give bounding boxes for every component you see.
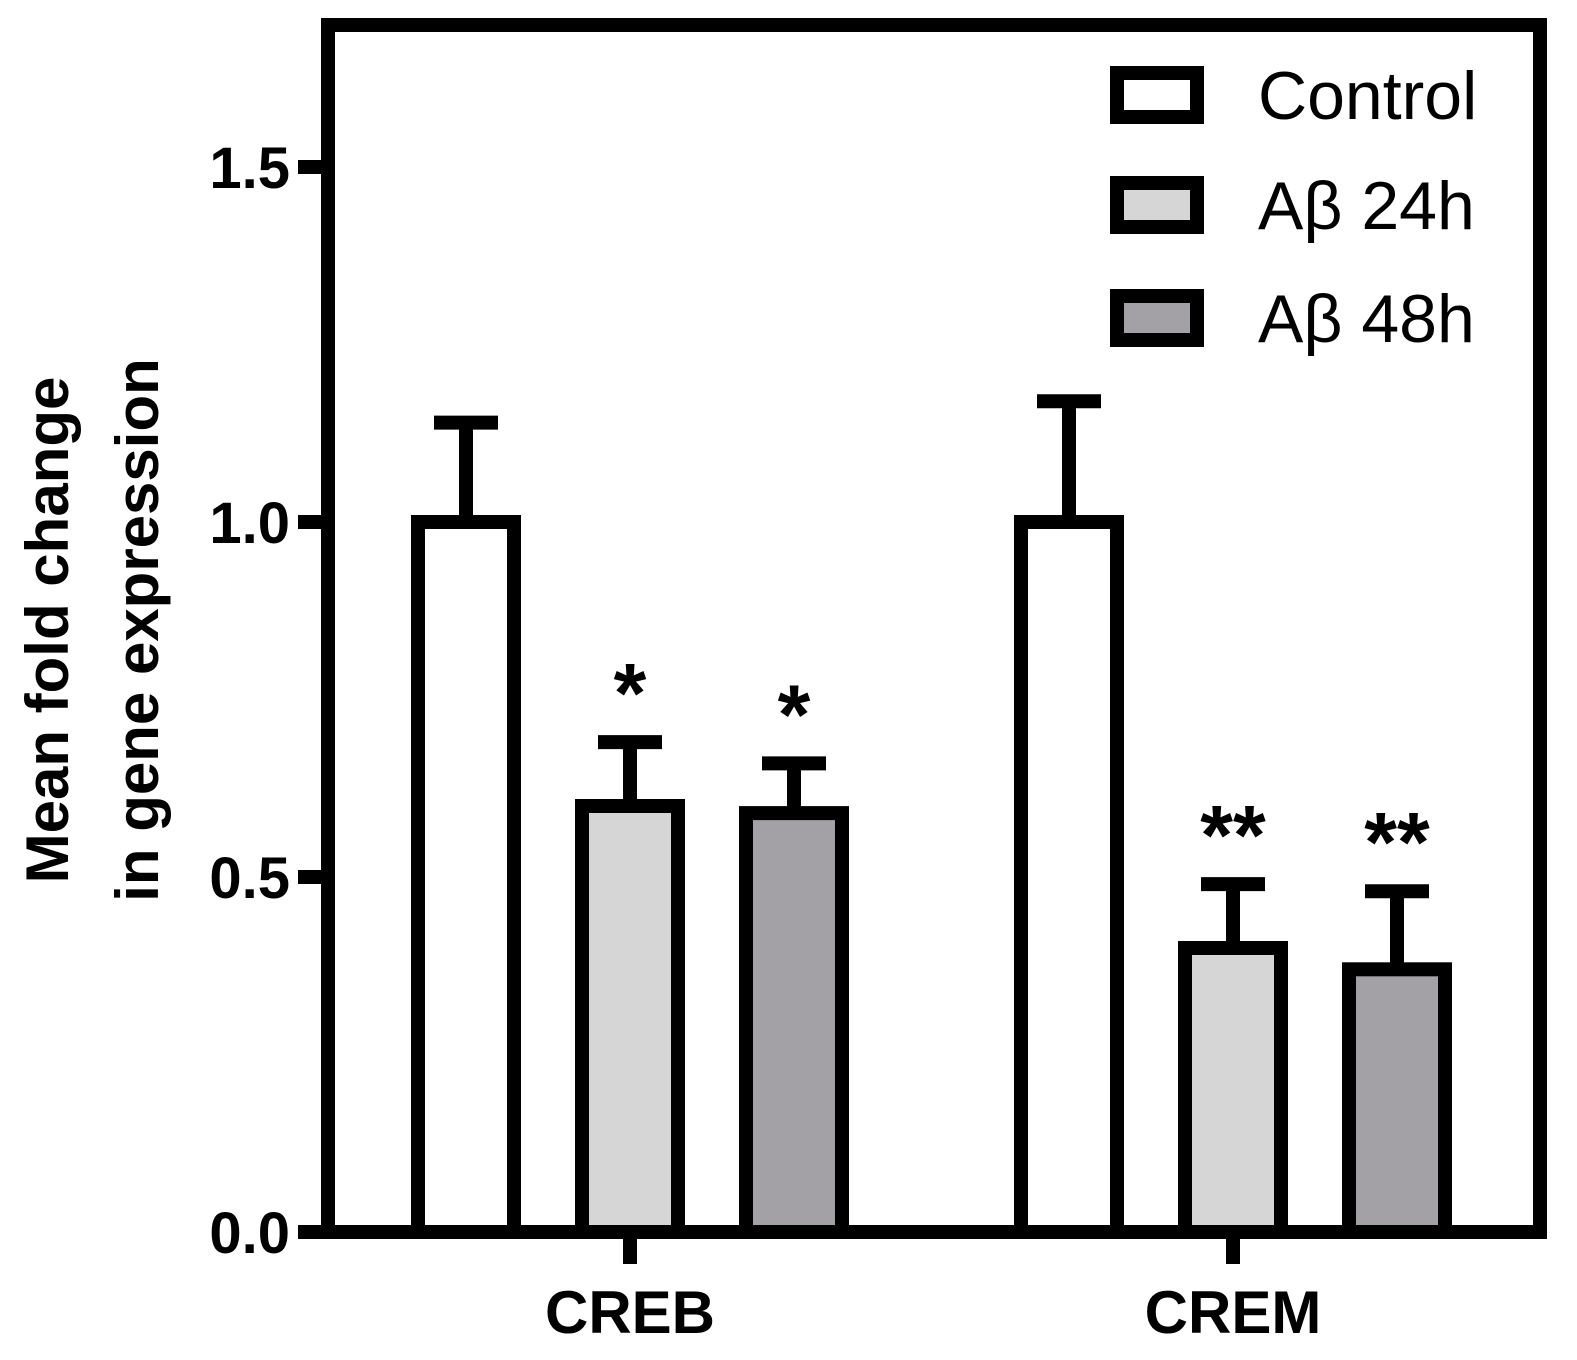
y-tick-label: 1.5 [209,136,290,201]
bar [1014,515,1124,1239]
legend: Control Aβ 24h Aβ 48h [1110,58,1477,357]
legend-swatch [1110,289,1204,347]
y-tick-label: 0.0 [209,1201,290,1266]
bar [1178,941,1288,1239]
significance-label: * [778,667,811,761]
legend-label: Aβ 48h [1258,281,1475,357]
significance-label: ** [1364,795,1430,889]
y-axis-label: Mean fold change in gene expression [14,358,171,902]
bars-layer: * *** ** [411,394,1452,1239]
y-tick-label: 1.0 [209,491,290,556]
legend-label: Aβ 24h [1258,168,1475,244]
bar [1342,962,1452,1239]
legend-swatch [1110,176,1204,234]
bar [739,806,849,1239]
plot-frame [321,18,1547,1239]
y-axis-label-line-1: Mean fold change [14,377,81,884]
y-axis-label-line-2: in gene expression [104,358,171,902]
significance-label: * [614,646,647,740]
y-tick-label: 0.5 [209,846,290,911]
axes-layer: 0.0 0.5 1.0 1.5 CREB CREM [209,18,1547,1346]
x-category-label: CREM [1145,1279,1322,1346]
significance-label: ** [1200,788,1266,882]
x-category-label: CREB [545,1279,715,1346]
bar [575,799,685,1239]
bar [411,515,521,1239]
legend-swatch [1110,66,1204,124]
legend-label: Control [1258,58,1477,134]
